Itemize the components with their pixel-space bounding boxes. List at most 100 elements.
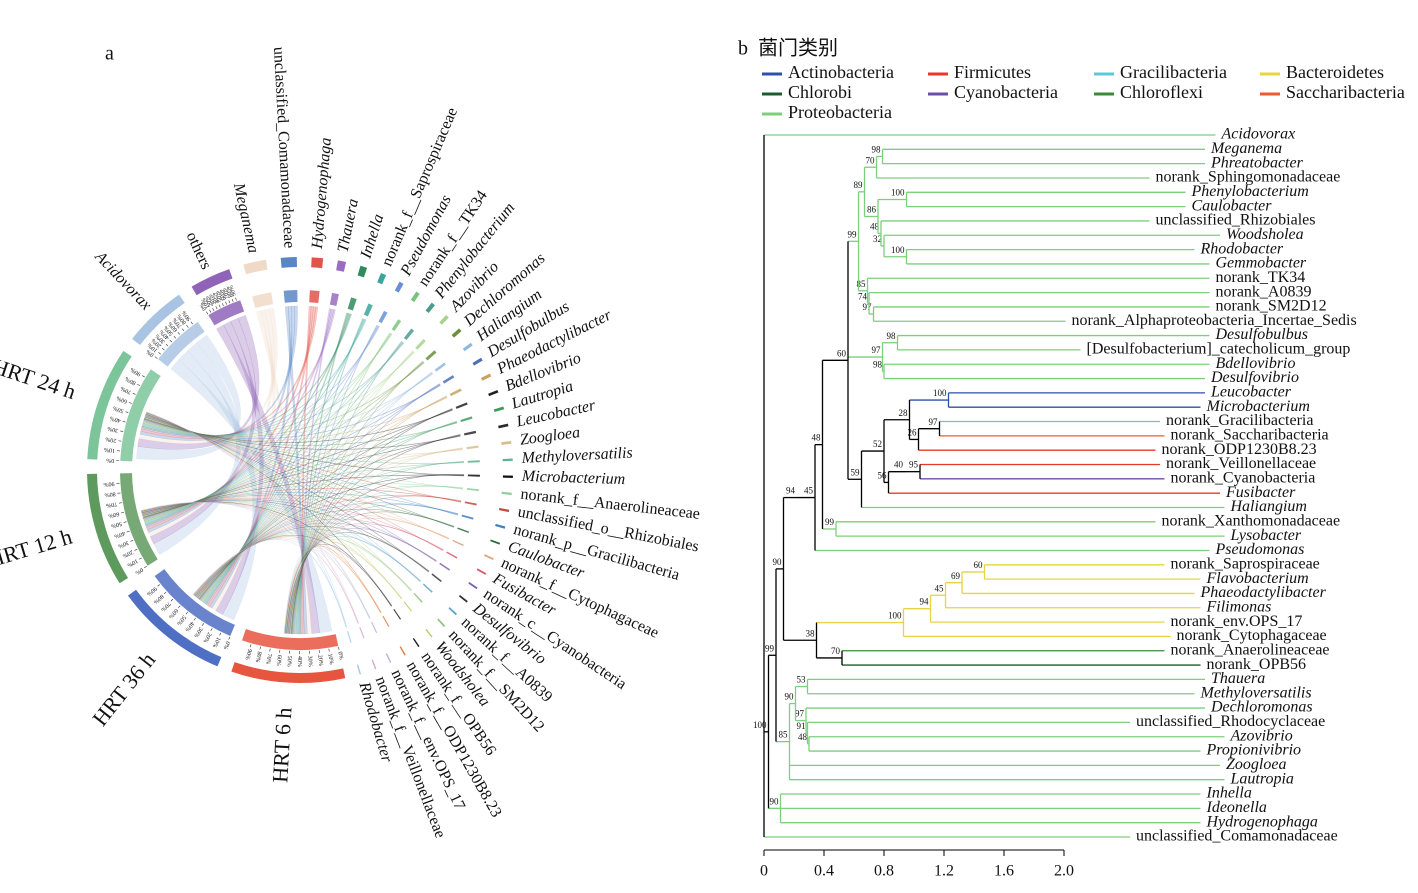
x-tick-label: 1.6 bbox=[994, 863, 1014, 880]
ring-tick-label: 0% bbox=[336, 651, 344, 660]
bootstrap-label: 97 bbox=[929, 417, 939, 427]
chord-ribbon bbox=[294, 350, 414, 635]
ring-tick bbox=[121, 511, 125, 514]
chord-ribbon bbox=[141, 499, 430, 573]
ring-tick bbox=[221, 303, 224, 307]
sector-inner bbox=[461, 514, 474, 520]
chord-ribbon bbox=[142, 488, 462, 516]
chord-ribbon bbox=[202, 332, 392, 603]
bootstrap-label: 69 bbox=[951, 571, 961, 581]
chord-ribbon bbox=[141, 497, 444, 551]
chord-ribbon bbox=[201, 350, 414, 602]
ring-tick bbox=[169, 339, 173, 343]
sector-inner bbox=[442, 375, 455, 384]
bootstrap-label: 90 bbox=[773, 557, 783, 567]
chord-ribbon bbox=[284, 546, 382, 634]
tip-label: unclassified_Comamonadaceae bbox=[1136, 828, 1338, 845]
ring-tick-label: 20% bbox=[151, 337, 163, 349]
ring-tick-label: 10% bbox=[147, 341, 159, 353]
chord-ribbon bbox=[207, 306, 314, 607]
chord-ribbon bbox=[196, 494, 462, 598]
sector-outer bbox=[490, 539, 501, 545]
chord-ribbon bbox=[196, 485, 464, 598]
sector-inner bbox=[413, 592, 423, 603]
bootstrap-label: 38 bbox=[806, 628, 816, 638]
sector-outer bbox=[483, 554, 494, 561]
chord-ribbon bbox=[144, 416, 464, 490]
sector-outer bbox=[468, 582, 478, 590]
chord-ribbon bbox=[283, 548, 360, 634]
sector-outer bbox=[425, 628, 433, 638]
chord-ribbon bbox=[293, 360, 424, 635]
bootstrap-label: 70 bbox=[866, 155, 876, 165]
ring-tick bbox=[235, 297, 237, 301]
ring-tick bbox=[118, 502, 123, 504]
tip-label: norank_env.OPS_17 bbox=[1171, 613, 1303, 630]
tip-label: Inhella bbox=[1206, 785, 1252, 802]
chord-ribbon bbox=[143, 418, 458, 446]
tip-label: Acidovorax bbox=[1221, 126, 1296, 143]
sector-inner bbox=[431, 573, 442, 583]
panel-label: b bbox=[738, 38, 748, 60]
chord-ribbon bbox=[141, 501, 382, 613]
chord-ribbon bbox=[144, 318, 366, 526]
tip-label: Propionivibrio bbox=[1206, 742, 1302, 759]
sector-outer bbox=[87, 350, 132, 460]
chord-ribbon bbox=[289, 447, 463, 634]
x-tick-label: 0.8 bbox=[874, 863, 894, 880]
chord-ribbon bbox=[141, 319, 367, 437]
ring-tick-label: 10% bbox=[326, 653, 334, 665]
sector-outer bbox=[385, 653, 392, 664]
sector-outer bbox=[127, 589, 222, 667]
ring-tick-label: 50% bbox=[112, 404, 124, 413]
chord-ribbon bbox=[142, 409, 453, 519]
sector-inner bbox=[463, 430, 477, 436]
ring-tick bbox=[215, 306, 218, 310]
legend-label: Firmicutes bbox=[954, 62, 1031, 82]
tip-label: unclassified_Rhodocyclaceae bbox=[1136, 713, 1325, 730]
sector-inner bbox=[363, 303, 373, 317]
chord-ribbon bbox=[286, 528, 437, 634]
chord-ribbon bbox=[144, 341, 404, 523]
sector-outer bbox=[476, 568, 487, 575]
ring-tick bbox=[186, 324, 189, 328]
chord-ribbon bbox=[192, 538, 359, 624]
sector-inner bbox=[425, 350, 437, 361]
bootstrap-label: 98 bbox=[872, 145, 882, 155]
chord-ribbon bbox=[284, 544, 393, 634]
bootstrap-label: 59 bbox=[851, 467, 861, 477]
sector-outer bbox=[425, 302, 435, 313]
sector-outer bbox=[243, 259, 268, 275]
sector-inner bbox=[378, 310, 388, 324]
sector-outer bbox=[502, 458, 513, 462]
ring-tick-label: 40% bbox=[184, 620, 195, 632]
sector-inner bbox=[309, 290, 320, 303]
tip-label: Microbacterium bbox=[1206, 398, 1310, 415]
ring-tick-label: 0% bbox=[222, 640, 231, 650]
bootstrap-label: 45 bbox=[935, 583, 945, 593]
bootstrap-label: 40 bbox=[894, 460, 904, 470]
ring-tick bbox=[201, 623, 205, 627]
chord-ribbon bbox=[200, 372, 433, 601]
sector-outer bbox=[502, 475, 513, 478]
ring-tick bbox=[122, 420, 126, 423]
bootstrap-label: 85 bbox=[779, 730, 789, 740]
bootstrap-label: 100 bbox=[933, 388, 947, 398]
sector-outer bbox=[437, 618, 446, 628]
ring-tick-label: 80% bbox=[254, 651, 262, 663]
bootstrap-label: 95 bbox=[909, 460, 919, 470]
bootstrap-label: 100 bbox=[891, 188, 905, 198]
ring-tick bbox=[181, 328, 185, 332]
chord-ribbon bbox=[205, 308, 333, 606]
chord-ribbon bbox=[145, 414, 454, 528]
tip-label: [Desulfobacterium]_catecholicum_group bbox=[1087, 341, 1351, 358]
sector-inner bbox=[371, 621, 378, 634]
sector-inner bbox=[283, 290, 298, 303]
sector-outer bbox=[356, 664, 362, 675]
legend-label: Chloroflexi bbox=[1120, 82, 1203, 102]
chord-ribbon bbox=[209, 306, 293, 609]
chord-ribbon bbox=[287, 511, 455, 634]
bootstrap-label: 91 bbox=[797, 721, 806, 731]
chord-ribbon bbox=[201, 341, 403, 603]
ring-tick-label: 10% bbox=[211, 636, 221, 649]
